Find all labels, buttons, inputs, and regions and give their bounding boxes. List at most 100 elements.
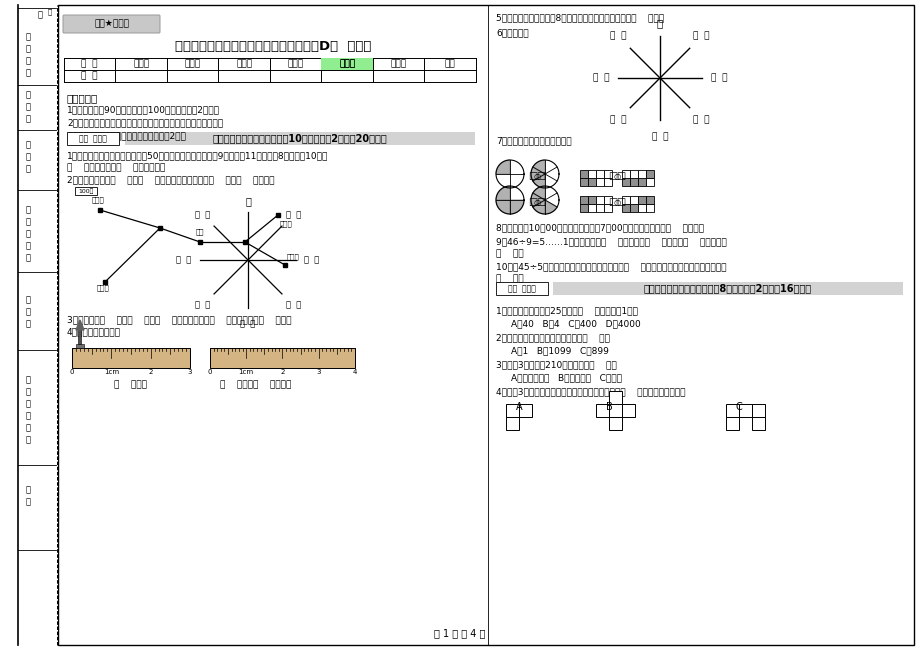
Text: （  ）: （ ）	[285, 301, 301, 310]
Text: 姓: 姓	[26, 90, 30, 99]
Bar	[596, 196, 604, 204]
Text: 小明家: 小明家	[279, 220, 292, 227]
Text: 乡: 乡	[26, 376, 30, 385]
Text: 100米: 100米	[78, 188, 94, 194]
Text: ○: ○	[533, 198, 540, 207]
Polygon shape	[532, 174, 544, 188]
Text: B: B	[605, 402, 612, 412]
Text: 3、爸爸3小时行了210千米，他是（    ）。: 3、爸爸3小时行了210千米，他是（ ）。	[495, 360, 616, 369]
Text: 道: 道	[26, 424, 30, 432]
Text: 8、小林晚上10：00睡觉，第二天早上7：00起床，他一共睡了（    ）小时。: 8、小林晚上10：00睡觉，第二天早上7：00起床，他一共睡了（ ）小时。	[495, 223, 703, 232]
Text: 学: 学	[26, 486, 30, 495]
Text: （  ）: （ ）	[240, 320, 255, 328]
Text: （  ）: （ ）	[710, 73, 726, 83]
Bar	[579, 204, 587, 212]
Text: 不: 不	[26, 218, 30, 226]
Bar	[67, 132, 119, 145]
Bar	[645, 196, 653, 204]
Bar	[604, 204, 611, 212]
Bar	[596, 178, 604, 186]
Text: 选择题: 选择题	[185, 60, 200, 68]
Text: ：: ：	[26, 114, 30, 124]
Text: 卷: 卷	[26, 44, 30, 53]
Bar	[579, 196, 587, 204]
Bar	[75, 187, 96, 195]
Text: 绝密★启用前: 绝密★启用前	[95, 20, 130, 29]
Text: 1、考试时间：90分钟，满分为100分（含卷面分2分）。: 1、考试时间：90分钟，满分为100分（含卷面分2分）。	[67, 105, 220, 114]
Bar	[505, 404, 518, 417]
Text: 10、口45÷5，要使商是两位数，口里最大可填（    ）；要使商是三位数，口里最小应填: 10、口45÷5，要使商是两位数，口里最大可填（ ）；要使商是三位数，口里最小应…	[495, 262, 726, 271]
Polygon shape	[76, 320, 84, 330]
Text: 得分  评卷人: 得分 评卷人	[507, 284, 536, 293]
Text: 3、不要在试卷上乱写乱画，卷面不整洁扣2分。: 3、不要在试卷上乱写乱画，卷面不整洁扣2分。	[67, 131, 186, 140]
Text: 3: 3	[316, 369, 321, 375]
Bar	[518, 404, 531, 417]
Text: 图: 图	[48, 8, 52, 16]
Bar	[637, 196, 645, 204]
Polygon shape	[530, 167, 544, 181]
Text: 得: 得	[26, 229, 30, 239]
Text: ○: ○	[533, 172, 540, 181]
Polygon shape	[532, 200, 544, 214]
Text: 应用题: 应用题	[391, 60, 406, 68]
Text: （    ）。: （ ）。	[495, 249, 523, 258]
Text: （  ）: （ ）	[176, 255, 191, 265]
Text: （    ）。: （ ）。	[495, 274, 523, 283]
Bar	[645, 204, 653, 212]
Text: 0: 0	[208, 369, 212, 375]
Bar	[321, 58, 372, 70]
Text: 校: 校	[26, 307, 30, 317]
Polygon shape	[495, 200, 509, 214]
Text: □: □	[536, 197, 545, 207]
Bar	[645, 178, 653, 186]
Text: 一、用心思考，正确填空（共10小题，每题2分，共20分）。: 一、用心思考，正确填空（共10小题，每题2分，共20分）。	[212, 133, 387, 144]
Polygon shape	[509, 200, 524, 214]
Text: ○: ○	[613, 198, 620, 207]
Text: 小军家: 小军家	[96, 284, 109, 291]
Bar	[637, 178, 645, 186]
Text: ：: ：	[26, 320, 30, 328]
Text: 学: 学	[26, 296, 30, 304]
Text: 北: 北	[244, 196, 251, 206]
Bar	[505, 417, 518, 430]
Text: 3: 3	[187, 369, 192, 375]
Text: ：: ：	[26, 68, 30, 77]
Bar	[725, 417, 738, 430]
Bar	[587, 178, 596, 186]
Text: 1、体育老师对第一小组同学进行50米跑测试，成绩如下小红9秒、小明11秒、小明8秒、小军10秒，: 1、体育老师对第一小组同学进行50米跑测试，成绩如下小红9秒、小明11秒、小明8…	[67, 151, 328, 160]
Text: 综合题: 综合题	[339, 60, 355, 68]
Text: 综合题: 综合题	[339, 60, 355, 68]
Text: 学校: 学校	[196, 228, 204, 235]
Bar	[596, 204, 604, 212]
Bar	[495, 282, 548, 295]
Bar	[579, 170, 587, 178]
Text: 3、你出生于（    ）年（    ）月（    ）日，那一年是（    ）年，全年有（    ）天，: 3、你出生于（ ）年（ ）月（ ）日，那一年是（ ）年，全年有（ ）天，	[67, 315, 291, 324]
Text: A、40   B、4   C、400   D、4000: A、40 B、4 C、400 D、4000	[510, 319, 640, 328]
Text: □: □	[616, 197, 625, 207]
Bar	[630, 196, 637, 204]
Text: 校: 校	[26, 497, 30, 506]
Text: 印: 印	[26, 32, 30, 42]
Bar	[630, 178, 637, 186]
Bar	[596, 170, 604, 178]
Text: 写: 写	[26, 254, 30, 263]
Text: A、1   B、1099   C、899: A、1 B、1099 C、899	[510, 346, 608, 355]
Text: （  ）: （ ）	[592, 73, 608, 83]
Bar	[608, 404, 621, 417]
Text: 2、请首先按要求在试卷的指定位置填写您的姓名、班级、学号。: 2、请首先按要求在试卷的指定位置填写您的姓名、班级、学号。	[67, 118, 223, 127]
Text: （    ）跑得最快，（    ）跑得最慢。: （ ）跑得最快，（ ）跑得最慢。	[67, 163, 165, 172]
Bar	[587, 204, 596, 212]
Text: （  ）: （ ）	[609, 32, 626, 41]
Bar	[76, 344, 84, 348]
Text: □: □	[616, 171, 625, 181]
Text: 4、下列3个图形中，每个小正方形都一样大，那么（    ）图形的周长最长。: 4、下列3个图形中，每个小正方形都一样大，那么（ ）图形的周长最长。	[495, 387, 685, 396]
Text: 小明家: 小明家	[287, 254, 300, 260]
Text: 4: 4	[352, 369, 357, 375]
Bar	[637, 170, 645, 178]
Text: 6、填一填。: 6、填一填。	[495, 28, 528, 37]
Text: 级: 级	[26, 153, 30, 161]
Text: 计算题: 计算题	[288, 60, 303, 68]
Bar	[0, 0, 58, 650]
Text: A、乘公共汽车   B、骑自行车   C、步行: A、乘公共汽车 B、骑自行车 C、步行	[510, 373, 621, 382]
Text: 2: 2	[148, 369, 153, 375]
